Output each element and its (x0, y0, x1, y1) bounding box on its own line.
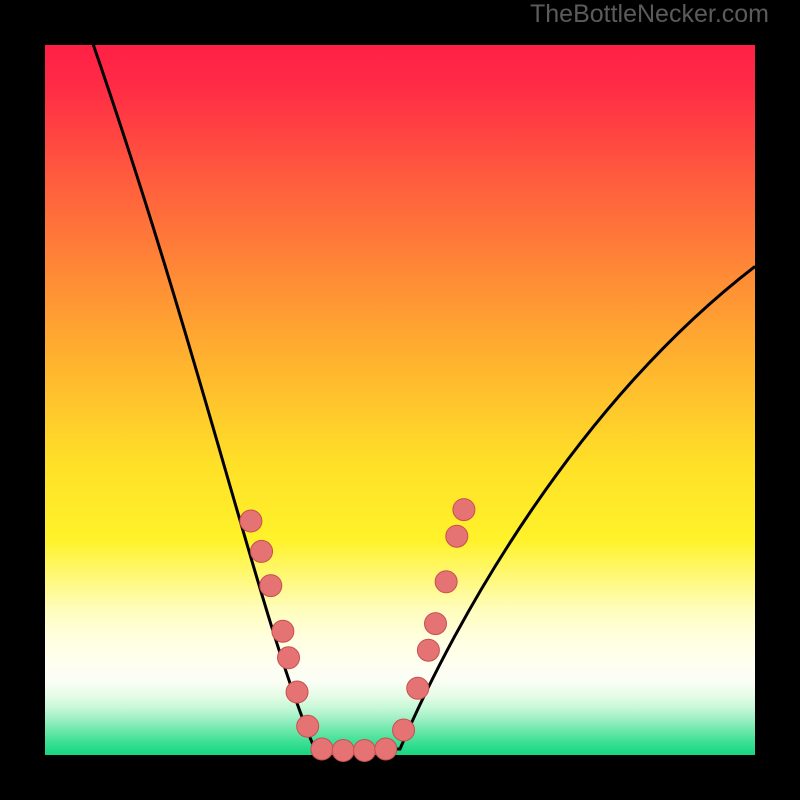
data-point (278, 647, 300, 669)
data-point (260, 575, 282, 597)
chart-container: TheBottleNecker.com (0, 0, 800, 800)
data-point (435, 571, 457, 593)
data-point (417, 639, 439, 661)
data-point (407, 677, 429, 699)
data-point (332, 740, 354, 762)
bottleneck-curve-plot (0, 0, 800, 800)
data-point (354, 740, 376, 762)
bottleneck-curve (81, 8, 756, 749)
data-point (375, 738, 397, 760)
data-point (425, 613, 447, 635)
data-point (272, 620, 294, 642)
data-point (297, 715, 319, 737)
data-point (286, 681, 308, 703)
data-point (446, 525, 468, 547)
data-point (311, 738, 333, 760)
data-point (251, 540, 273, 562)
data-point (240, 510, 262, 532)
data-point (453, 499, 475, 521)
data-point (393, 719, 415, 741)
attribution-link[interactable]: TheBottleNecker.com (530, 0, 769, 29)
